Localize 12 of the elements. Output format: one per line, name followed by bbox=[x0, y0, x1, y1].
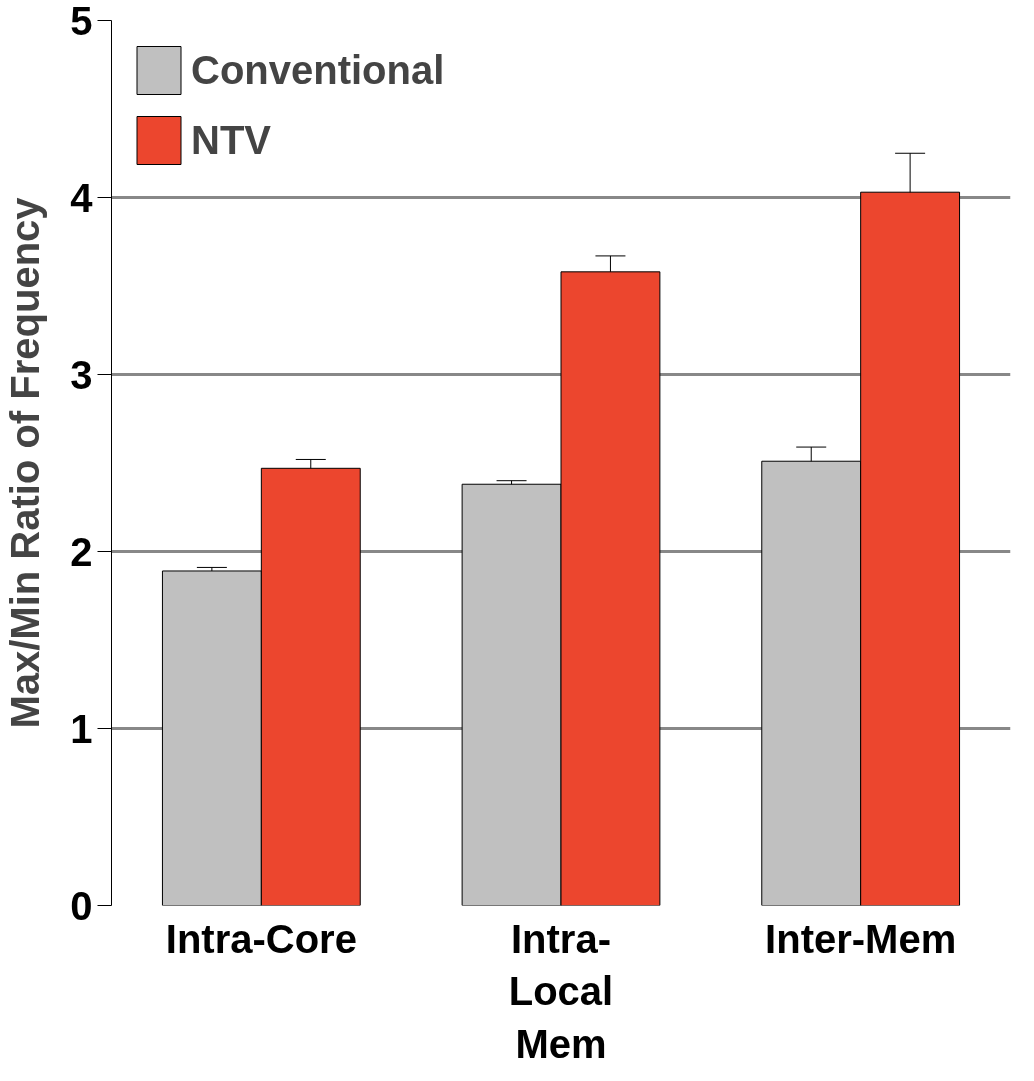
y-tick-label: 3 bbox=[70, 352, 93, 397]
y-tick-label: 4 bbox=[70, 175, 94, 220]
y-axis-title: Max/Min Ratio of Frequency bbox=[3, 196, 48, 729]
legend-label: NTV bbox=[191, 117, 271, 163]
x-tick-label: Intra-Local Mem bbox=[508, 916, 614, 1067]
x-tick-label: Intra-Core bbox=[165, 916, 357, 961]
y-tick-label: 0 bbox=[70, 883, 93, 928]
y-tick-label: 1 bbox=[70, 706, 93, 751]
y-tick-label: 2 bbox=[70, 529, 93, 574]
legend-label: Conventional bbox=[191, 47, 445, 93]
x-tick-label: Inter-Mem bbox=[765, 916, 957, 961]
y-tick-label: 5 bbox=[70, 0, 93, 43]
